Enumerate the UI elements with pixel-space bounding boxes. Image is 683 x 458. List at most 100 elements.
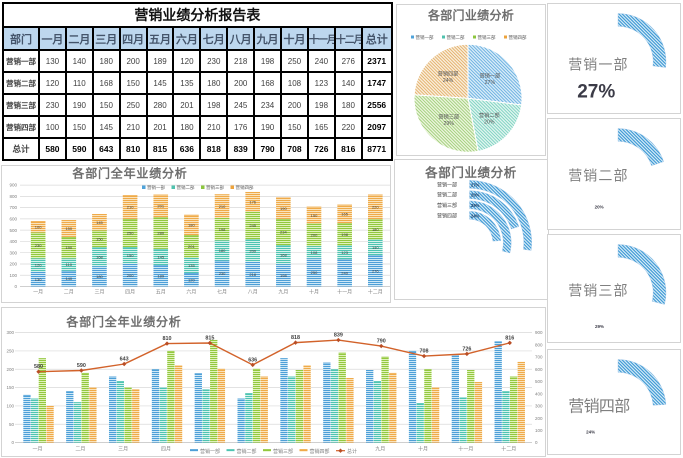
svg-text:20%: 20% [484, 119, 495, 125]
svg-text:210: 210 [219, 204, 226, 209]
svg-text:27%: 27% [471, 182, 480, 187]
svg-text:280: 280 [157, 231, 164, 236]
svg-text:276: 276 [372, 269, 379, 274]
svg-text:各部门业绩分析: 各部门业绩分析 [427, 8, 514, 23]
svg-text:123: 123 [341, 250, 348, 255]
svg-text:三月: 三月 [118, 447, 128, 453]
svg-text:210: 210 [127, 205, 134, 210]
svg-text:200: 200 [535, 416, 543, 421]
svg-text:800: 800 [9, 194, 17, 199]
svg-text:27%: 27% [485, 80, 496, 86]
svg-text:十月: 十月 [309, 289, 319, 296]
svg-text:十二月: 十二月 [368, 289, 383, 296]
svg-text:营销一部: 营销一部 [437, 181, 457, 188]
svg-text:600: 600 [9, 217, 17, 222]
svg-text:三月: 三月 [94, 290, 104, 296]
svg-text:190: 190 [280, 206, 287, 211]
svg-text:198: 198 [341, 232, 348, 237]
svg-text:140: 140 [65, 276, 72, 281]
svg-text:营销三部: 营销三部 [273, 448, 293, 455]
svg-text:0: 0 [14, 284, 17, 289]
svg-text:营销四部: 营销四部 [236, 184, 254, 191]
svg-text:708: 708 [420, 349, 429, 355]
svg-text:十一月: 十一月 [458, 446, 473, 453]
svg-text:营销二部: 营销二部 [479, 111, 500, 119]
svg-text:四月: 四月 [161, 447, 171, 453]
svg-text:198: 198 [280, 273, 287, 278]
svg-text:29%: 29% [595, 324, 604, 329]
svg-text:110: 110 [66, 262, 73, 267]
svg-text:300: 300 [535, 404, 543, 409]
svg-text:50: 50 [9, 422, 15, 427]
svg-text:营销二部: 营销二部 [237, 448, 257, 455]
svg-text:营销四部: 营销四部 [437, 212, 457, 219]
svg-text:130: 130 [35, 277, 42, 282]
svg-text:营销二部: 营销二部 [447, 34, 465, 41]
svg-text:176: 176 [249, 199, 256, 204]
svg-text:145: 145 [157, 255, 164, 260]
svg-text:220: 220 [372, 205, 379, 210]
svg-text:27%: 27% [577, 81, 615, 102]
svg-text:818: 818 [291, 335, 300, 341]
svg-text:总计: 总计 [347, 448, 357, 455]
svg-text:815: 815 [205, 335, 214, 341]
svg-text:180: 180 [372, 227, 379, 232]
svg-text:201: 201 [157, 204, 164, 209]
svg-text:24%: 24% [471, 213, 480, 218]
svg-text:135: 135 [188, 263, 195, 268]
svg-text:九月: 九月 [375, 446, 385, 453]
svg-text:150: 150 [96, 236, 103, 241]
svg-text:400: 400 [535, 391, 543, 396]
svg-text:一月: 一月 [33, 290, 43, 296]
svg-text:580: 580 [34, 364, 43, 370]
svg-text:400: 400 [9, 239, 17, 244]
svg-text:810: 810 [163, 336, 172, 342]
svg-text:营销四部: 营销四部 [568, 398, 630, 416]
svg-text:100: 100 [6, 404, 14, 409]
svg-text:816: 816 [505, 335, 514, 341]
svg-text:营销二部: 营销二部 [177, 184, 195, 191]
svg-text:营销三部: 营销三部 [206, 184, 224, 191]
svg-text:20%: 20% [471, 193, 480, 198]
svg-text:230: 230 [35, 243, 42, 248]
svg-text:180: 180 [219, 248, 226, 253]
svg-text:八月: 八月 [248, 290, 258, 296]
svg-text:790: 790 [377, 339, 386, 345]
svg-text:500: 500 [535, 379, 543, 384]
svg-text:201: 201 [188, 244, 195, 249]
svg-text:150: 150 [65, 226, 72, 231]
svg-text:300: 300 [9, 250, 17, 255]
svg-text:24%: 24% [443, 78, 454, 84]
svg-text:108: 108 [311, 250, 318, 255]
svg-text:各部门全年业绩分析: 各部门全年业绩分析 [71, 166, 187, 181]
svg-text:营销四部: 营销四部 [438, 70, 459, 78]
svg-text:29%: 29% [471, 203, 480, 208]
svg-text:189: 189 [157, 273, 164, 278]
svg-text:643: 643 [120, 357, 129, 363]
svg-text:24%: 24% [586, 430, 595, 435]
svg-text:800: 800 [535, 342, 543, 347]
svg-text:900: 900 [535, 330, 543, 335]
svg-text:250: 250 [311, 270, 318, 275]
svg-text:180: 180 [188, 223, 195, 228]
svg-text:168: 168 [280, 252, 287, 257]
svg-text:29%: 29% [444, 121, 455, 127]
svg-text:900: 900 [9, 183, 17, 188]
svg-text:165: 165 [341, 212, 348, 217]
svg-text:180: 180 [96, 274, 103, 279]
svg-text:十月: 十月 [418, 446, 428, 453]
svg-text:500: 500 [9, 228, 17, 233]
svg-text:100: 100 [35, 224, 42, 229]
svg-text:各部门业绩分析: 各部门业绩分析 [424, 165, 517, 180]
svg-text:218: 218 [249, 272, 256, 277]
svg-text:二月: 二月 [64, 290, 74, 296]
svg-text:839: 839 [334, 333, 343, 339]
svg-text:营销四部: 营销四部 [509, 34, 527, 41]
svg-text:145: 145 [96, 220, 103, 225]
svg-text:200: 200 [127, 273, 134, 278]
svg-text:营销三部: 营销三部 [568, 282, 628, 298]
svg-text:营销二部: 营销二部 [437, 192, 457, 199]
svg-text:250: 250 [6, 349, 14, 354]
svg-text:590: 590 [77, 363, 86, 369]
svg-text:营销四部: 营销四部 [310, 448, 330, 455]
